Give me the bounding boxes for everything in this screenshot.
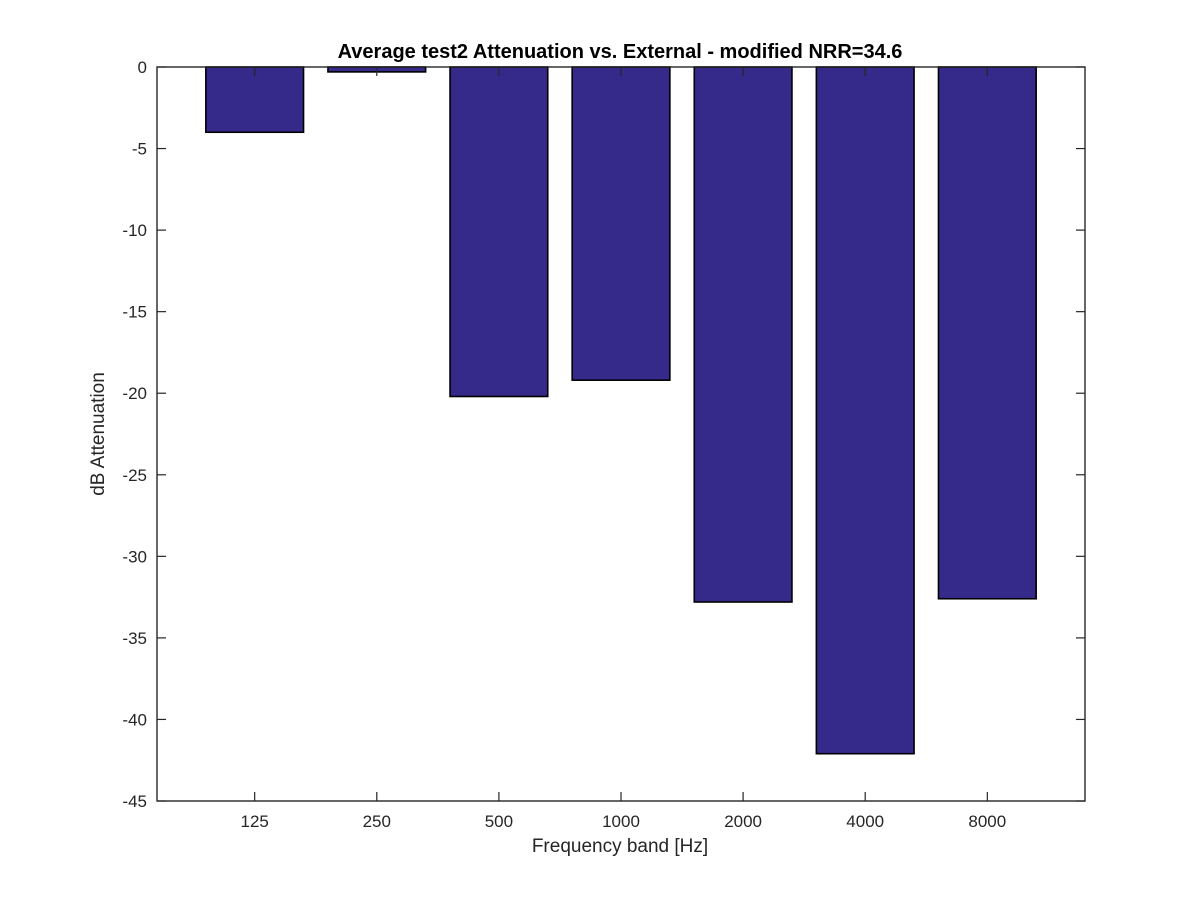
y-tick-label: -35 xyxy=(122,629,147,648)
x-axis-label: Frequency band [Hz] xyxy=(532,836,708,857)
bar-8000 xyxy=(937,66,1037,600)
y-axis: 0 -5 -10 -15 -20 -25 -30 -35 -40 -45 xyxy=(122,58,1085,811)
bars-group xyxy=(205,66,1037,755)
y-tick-label: -10 xyxy=(122,221,147,240)
y-tick-label: -30 xyxy=(122,547,147,566)
y-tick-label: -5 xyxy=(132,140,147,159)
x-axis: 125 250 500 1000 2000 4000 8000 xyxy=(240,67,1006,831)
x-tick-label: 4000 xyxy=(846,812,884,831)
bar-1000 xyxy=(571,66,671,381)
x-tick-label: 8000 xyxy=(968,812,1006,831)
y-tick-label: -40 xyxy=(122,710,147,729)
bar-4000 xyxy=(815,66,915,755)
y-tick-label: -45 xyxy=(122,792,147,811)
x-tick-label: 1000 xyxy=(602,812,640,831)
x-tick-label: 500 xyxy=(485,812,513,831)
bar-500 xyxy=(449,66,549,398)
y-tick-label: 0 xyxy=(138,58,147,77)
x-tick-label: 125 xyxy=(240,812,268,831)
chart-title: Average test2 Attenuation vs. External -… xyxy=(338,41,903,63)
bar-2000 xyxy=(693,66,793,603)
y-tick-label: -15 xyxy=(122,303,147,322)
y-axis-label: dB Attenuation xyxy=(88,372,109,496)
y-tick-label: -25 xyxy=(122,466,147,485)
bar-125 xyxy=(205,66,305,134)
x-tick-label: 250 xyxy=(363,812,391,831)
y-tick-label: -20 xyxy=(122,384,147,403)
x-tick-label: 2000 xyxy=(724,812,762,831)
